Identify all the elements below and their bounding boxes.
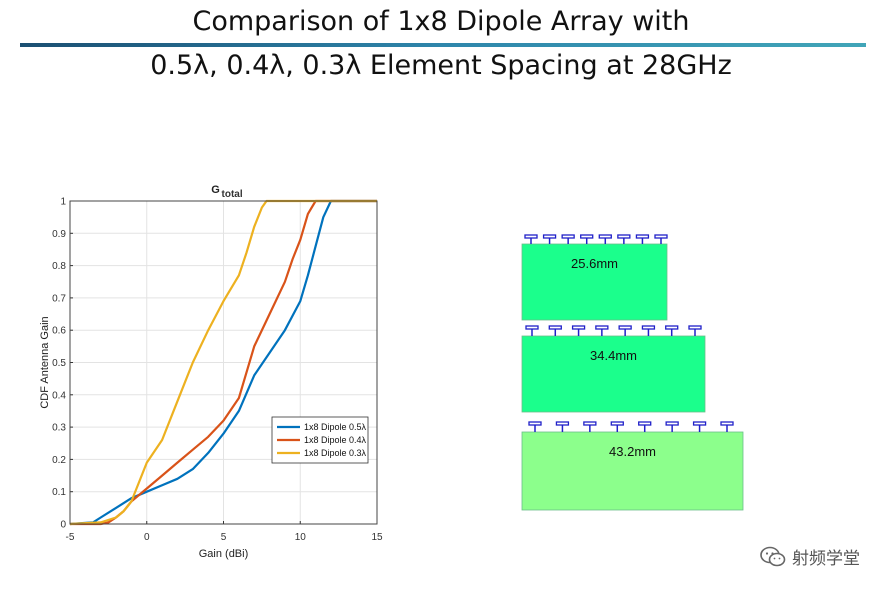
dipole-arm bbox=[571, 325, 586, 330]
series-line-1 bbox=[69, 199, 377, 526]
dipole-element bbox=[528, 421, 542, 432]
dipole-element bbox=[638, 421, 652, 432]
dipole-arm bbox=[561, 234, 575, 239]
series-line-3 bbox=[69, 199, 377, 526]
dipole-arm bbox=[542, 234, 557, 239]
y-tick-label: 0.4 bbox=[52, 390, 66, 401]
block-length-label-3: 43.2mm bbox=[609, 444, 656, 459]
dipole-arm bbox=[688, 325, 702, 330]
watermark: 射频学堂 bbox=[760, 544, 860, 569]
y-tick-label: 0.6 bbox=[52, 326, 66, 337]
y-tick-label: 0.5 bbox=[52, 358, 66, 369]
dipole-element bbox=[571, 325, 586, 336]
dipole-element bbox=[561, 234, 575, 244]
x-tick-label: 0 bbox=[144, 532, 150, 543]
y-tick-label: 0.1 bbox=[52, 487, 66, 498]
dipole-element bbox=[524, 234, 538, 244]
substrate-block-3 bbox=[521, 431, 744, 511]
block-length-label-1: 25.6mm bbox=[571, 256, 618, 271]
y-tick-label: 0 bbox=[60, 520, 66, 531]
slide-title-line-1: Comparison of 1x8 Dipole Array with bbox=[192, 6, 690, 37]
y-tick-label: 0.9 bbox=[52, 229, 66, 240]
y-tick-label: 0.3 bbox=[52, 423, 66, 434]
dipole-element bbox=[525, 325, 539, 336]
dipole-arm bbox=[598, 234, 612, 239]
dipole-element bbox=[598, 234, 612, 244]
dipole-arm bbox=[524, 234, 538, 239]
x-tick-label: 10 bbox=[295, 532, 307, 543]
dipole-arm bbox=[617, 234, 631, 239]
chart-title: G bbox=[211, 184, 220, 196]
dipole-arm bbox=[595, 325, 609, 330]
y-tick-label: 0.7 bbox=[52, 293, 66, 304]
y-tick-label: 0.2 bbox=[52, 455, 66, 466]
substrate-block-2 bbox=[521, 335, 706, 413]
legend-entry-3: 1x8 Dipole 0.3λ bbox=[304, 448, 367, 458]
dipole-arm bbox=[528, 421, 542, 426]
x-tick-label: -5 bbox=[66, 532, 75, 543]
legend-entry-2: 1x8 Dipole 0.4λ bbox=[304, 435, 367, 445]
dipole-arm bbox=[583, 421, 597, 426]
plot-frame bbox=[69, 200, 378, 525]
dipole-element bbox=[635, 234, 650, 244]
dipole-arm bbox=[525, 325, 539, 330]
dipole-element bbox=[555, 421, 570, 432]
dipole-arm bbox=[610, 421, 624, 426]
dipole-element bbox=[692, 421, 707, 432]
chart-title-subscript: total bbox=[222, 189, 243, 200]
dipole-arm bbox=[638, 421, 652, 426]
dipole-arm bbox=[665, 421, 679, 426]
dipole-arm bbox=[665, 325, 679, 330]
dipole-element bbox=[720, 421, 734, 432]
x-tick-label: 15 bbox=[371, 532, 383, 543]
dipole-arm bbox=[692, 421, 707, 426]
x-tick-label: 5 bbox=[221, 532, 227, 543]
dipole-element bbox=[665, 325, 679, 336]
dipole-element bbox=[617, 234, 631, 244]
slide-title-line-2: 0.5λ, 0.4λ, 0.3λ Element Spacing at 28GH… bbox=[150, 50, 732, 81]
dipole-arm bbox=[555, 421, 570, 426]
dipole-element bbox=[641, 325, 656, 336]
dipole-arm bbox=[548, 325, 562, 330]
dipole-arm bbox=[720, 421, 734, 426]
dipole-arm bbox=[618, 325, 632, 330]
y-tick-label: 1 bbox=[60, 197, 66, 208]
block-length-label-2: 34.4mm bbox=[590, 348, 637, 363]
dipole-element bbox=[665, 421, 679, 432]
dipole-arm bbox=[641, 325, 656, 330]
dipole-element bbox=[580, 234, 594, 244]
dipole-element bbox=[595, 325, 609, 336]
dipole-arm bbox=[635, 234, 650, 239]
dipole-element bbox=[688, 325, 702, 336]
y-axis-label: CDF Antenna Gain bbox=[39, 316, 51, 408]
title-divider bbox=[20, 43, 866, 47]
x-axis-label: Gain (dBi) bbox=[199, 548, 249, 560]
y-tick-label: 0.8 bbox=[52, 261, 66, 272]
array-diagram: 25.6mm 34.4mm 43.2mm bbox=[521, 234, 744, 511]
dipole-arm bbox=[580, 234, 594, 239]
dipole-element bbox=[610, 421, 624, 432]
watermark-text: 射频学堂 bbox=[792, 549, 860, 569]
dipole-element bbox=[548, 325, 562, 336]
dipole-element bbox=[583, 421, 597, 432]
dipole-element bbox=[618, 325, 632, 336]
wechat-icon bbox=[760, 546, 786, 566]
dipole-element bbox=[654, 234, 668, 244]
dipole-arm bbox=[654, 234, 668, 239]
substrate-block-1 bbox=[521, 243, 668, 321]
dipole-element bbox=[542, 234, 557, 244]
legend-entry-1: 1x8 Dipole 0.5λ bbox=[304, 422, 367, 432]
